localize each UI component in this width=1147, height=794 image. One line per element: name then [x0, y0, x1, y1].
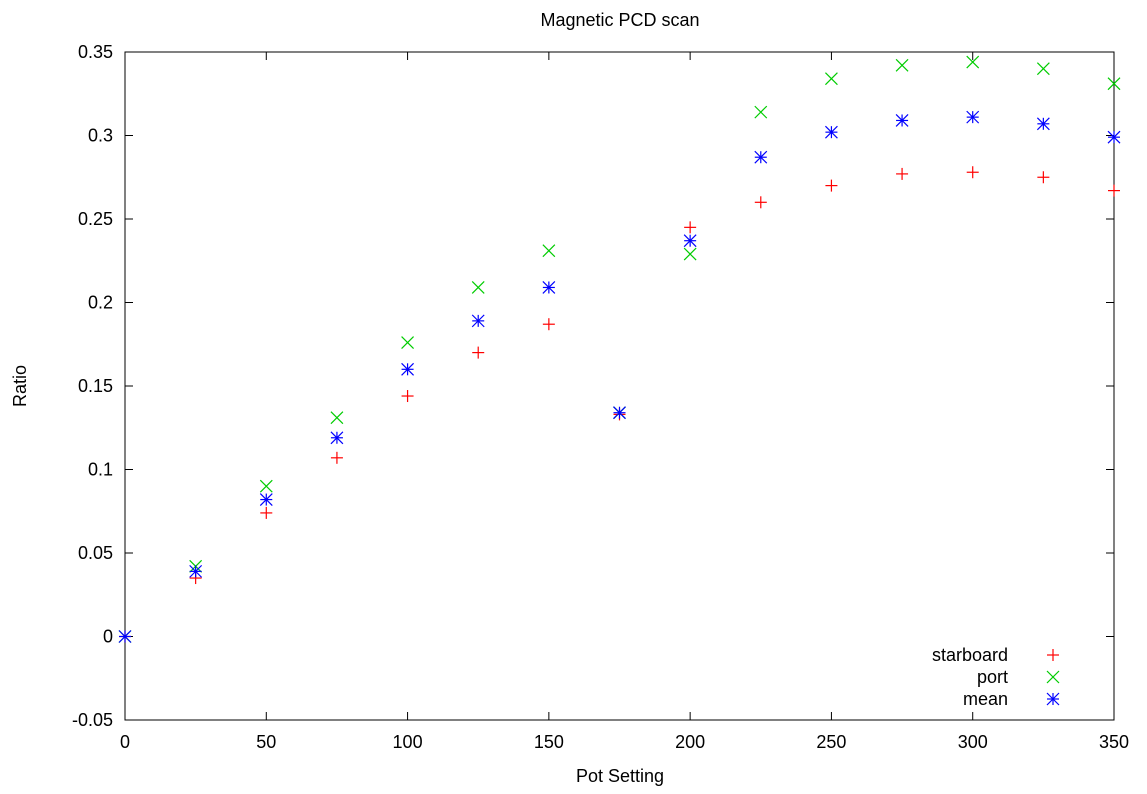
- legend-label-mean: mean: [963, 689, 1008, 709]
- starboard-point: [684, 221, 697, 234]
- x-tick-label: 300: [958, 732, 988, 752]
- port-point: [754, 105, 768, 119]
- mean-point: [118, 630, 132, 643]
- legend-marker-mean: [1046, 692, 1060, 706]
- mean-point: [330, 431, 344, 445]
- y-tick-label: 0.25: [78, 209, 113, 229]
- starboard-point: [330, 451, 343, 464]
- port-point: [1107, 77, 1121, 91]
- starboard-point: [260, 506, 273, 519]
- mean-point: [1107, 130, 1121, 144]
- x-tick-label: 150: [534, 732, 564, 752]
- mean-point: [1036, 117, 1050, 131]
- axis-ticks: -0.05 0 0.05 0.1 0.15 0.2 0.25 0.3 0.35 0 50 100 150…: [72, 42, 1129, 752]
- port-point: [895, 58, 909, 72]
- mean-point: [259, 493, 273, 506]
- y-tick-label: 0.3: [88, 126, 113, 146]
- port-point: [542, 244, 556, 258]
- mean-point: [471, 314, 485, 328]
- port-point: [1036, 62, 1050, 76]
- x-tick-label: 100: [393, 732, 423, 752]
- mean-point: [401, 362, 414, 376]
- starboard-point: [542, 318, 555, 331]
- legend-label-port: port: [977, 667, 1008, 687]
- starboard-point: [1037, 171, 1050, 184]
- y-tick-label: -0.05: [72, 710, 113, 730]
- mean-point: [895, 114, 909, 127]
- starboard-point: [966, 166, 979, 179]
- chart-title: Magnetic PCD scan: [540, 10, 699, 30]
- port-point: [259, 479, 273, 493]
- y-tick-label: 0: [103, 627, 113, 647]
- legend-marker-starboard: [1047, 649, 1059, 661]
- legend-marker-port: [1046, 670, 1060, 684]
- y-tick-label: 0.2: [88, 293, 113, 313]
- starboard-point: [825, 179, 838, 192]
- x-tick-label: 0: [120, 732, 130, 752]
- y-tick-label: 0.05: [78, 543, 113, 563]
- x-tick-label: 50: [256, 732, 276, 752]
- starboard-point: [401, 390, 414, 403]
- port-point: [401, 336, 414, 350]
- port-point: [683, 247, 697, 261]
- mean-point: [613, 406, 626, 420]
- port-point: [471, 281, 485, 294]
- mean-point: [683, 234, 697, 248]
- y-axis-label: Ratio: [10, 365, 30, 407]
- y-tick-label: 0.15: [78, 376, 113, 396]
- starboard-point: [896, 167, 909, 180]
- data-points: [118, 55, 1121, 643]
- mean-point: [542, 281, 556, 294]
- x-tick-label: 350: [1099, 732, 1129, 752]
- mean-point: [754, 150, 768, 164]
- x-tick-label: 250: [816, 732, 846, 752]
- port-point: [966, 55, 980, 69]
- x-tick-label: 200: [675, 732, 705, 752]
- x-axis-label: Pot Setting: [576, 766, 664, 786]
- legend-label-starboard: starboard: [932, 645, 1008, 665]
- mean-point: [189, 564, 203, 578]
- plot-frame: [124, 51, 1115, 721]
- mean-point: [966, 110, 980, 124]
- port-point: [330, 411, 344, 425]
- y-tick-label: 0.1: [88, 460, 113, 480]
- starboard-point: [472, 346, 485, 359]
- starboard-point: [1108, 184, 1120, 197]
- y-tick-label: 0.35: [78, 42, 113, 62]
- mean-point: [825, 125, 838, 139]
- port-point: [825, 72, 838, 86]
- starboard-point: [754, 196, 767, 209]
